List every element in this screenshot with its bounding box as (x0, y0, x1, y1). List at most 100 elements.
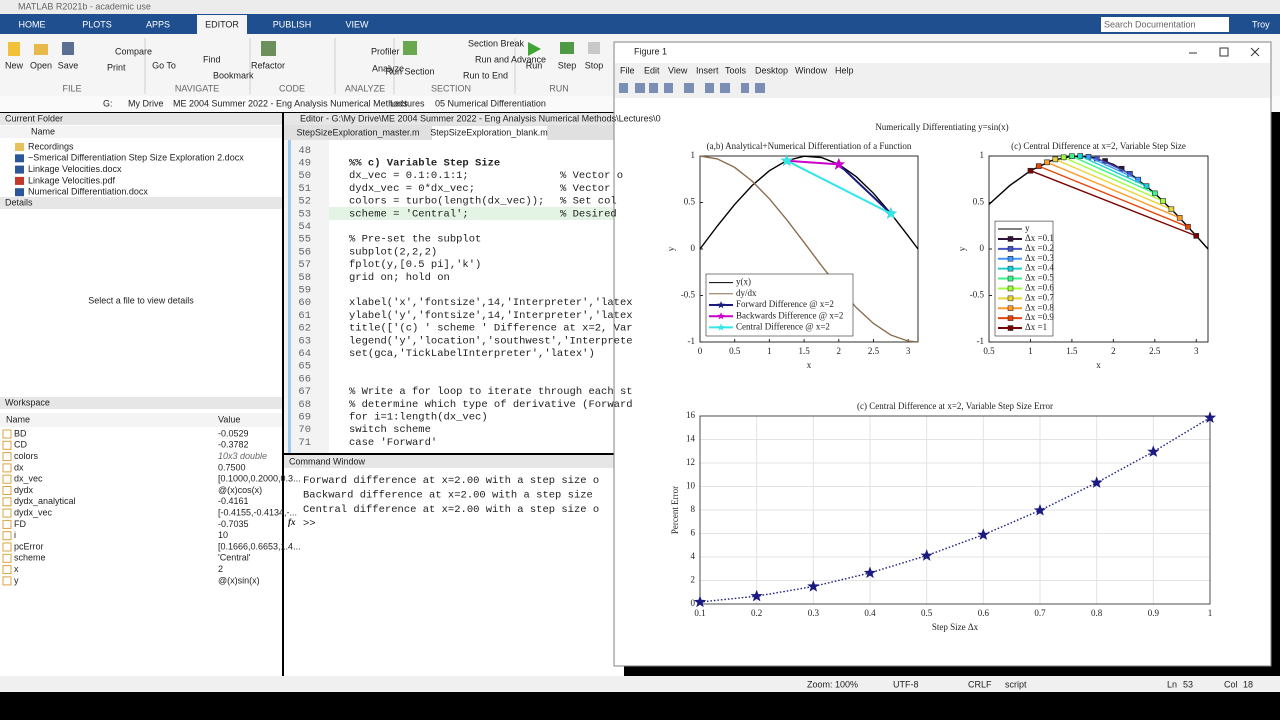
legend-marker (717, 312, 725, 320)
variable-name[interactable]: i (14, 530, 16, 540)
variable-name[interactable]: FD (14, 519, 26, 529)
column-header: Name (6, 414, 30, 424)
toolstrip-button[interactable]: Run (526, 60, 543, 70)
code-line: ylabel('y','fontsize',14,'Interpreter','… (349, 310, 633, 322)
menu-item[interactable]: Tools (725, 65, 747, 75)
editor-tab[interactable]: StepSizeExploration_master.m (296, 127, 419, 137)
variable-name[interactable]: dx_vec (14, 474, 43, 484)
toolstrip-button[interactable]: Go To (152, 60, 176, 70)
window-controls[interactable] (1189, 47, 1260, 57)
code-comment: % Vector (560, 183, 610, 195)
toolstrip-button[interactable]: Profiler (371, 46, 400, 56)
toolstrip-button[interactable]: Run and Advance (475, 54, 546, 64)
file-icon (15, 154, 24, 163)
file-name[interactable]: Linkage Velocities.docx (28, 164, 122, 174)
variable-name[interactable]: dydx (14, 485, 34, 495)
address-segment[interactable]: Lectures (390, 98, 425, 108)
current-folder-header (0, 113, 282, 125)
toolstrip-button[interactable]: New (5, 60, 24, 70)
variable-name[interactable]: dydx_analytical (14, 496, 76, 506)
variable-name[interactable]: x (14, 564, 19, 574)
series-line (1030, 170, 1197, 237)
menu-item[interactable]: File (620, 65, 635, 75)
variable-icon (2, 429, 12, 439)
toolstrip-button[interactable]: Find (203, 54, 221, 64)
variable-name[interactable]: dx (14, 462, 24, 472)
toolstrip-button[interactable]: Section Break (468, 38, 525, 48)
toolstrip-button[interactable]: Compare (115, 46, 152, 56)
variable-name[interactable]: pcError (14, 541, 44, 551)
toolstrip-button[interactable]: Open (30, 60, 52, 70)
menu-item[interactable]: View (668, 65, 688, 75)
x-tick-label: 0.2 (751, 608, 762, 618)
file-name[interactable]: Recordings (28, 141, 74, 151)
status-ln-label: Ln (1167, 679, 1177, 689)
line-number: 62 (298, 323, 311, 335)
status-type: script (1005, 679, 1027, 689)
menu-item[interactable]: Help (835, 65, 854, 75)
panel-title: Details (5, 197, 33, 207)
variable-name[interactable]: scheme (14, 553, 46, 563)
variable-name[interactable]: CD (14, 440, 27, 450)
menu-item[interactable]: Edit (644, 65, 660, 75)
chart-title: (c) Central Difference at x=2, Variable … (1011, 141, 1186, 151)
menu-item[interactable]: Window (795, 65, 828, 75)
code-line: fplot(y,[0.5 pi],'k') (349, 259, 481, 271)
ribbon-tab[interactable]: EDITOR (205, 19, 239, 29)
ribbon-tab[interactable]: VIEW (345, 19, 369, 29)
toolstrip-button[interactable]: Run Section (385, 66, 434, 76)
legend-label: Δx =1 (1025, 322, 1047, 332)
legend-marker (717, 301, 725, 309)
series-line (1088, 156, 1139, 181)
code-line: set(gca,'TickLabelInterpreter','latex') (349, 348, 595, 360)
address-segment[interactable]: G: (103, 98, 113, 108)
toolstrip-button[interactable]: Step (558, 60, 577, 70)
address-segment[interactable]: My Drive (128, 98, 164, 108)
editor-tab[interactable]: StepSizeExploration_blank.m (430, 127, 548, 137)
line-number: 61 (298, 310, 311, 322)
ribbon-tab[interactable]: APPS (146, 19, 170, 29)
command-prompt[interactable]: >> (303, 518, 316, 530)
status-encoding: UTF-8 (893, 679, 919, 689)
variable-name[interactable]: y (14, 575, 19, 585)
line-number: 51 (298, 183, 311, 195)
toolstrip-button[interactable]: Stop (585, 60, 604, 70)
variable-value: [0.1666,0.6653,1.4... (218, 541, 301, 551)
variable-name[interactable]: BD (14, 428, 27, 438)
file-icon (15, 165, 24, 174)
menu-item[interactable]: Insert (696, 65, 719, 75)
legend-label: y(x) (736, 277, 751, 287)
address-segment[interactable]: ME 2004 Summer 2022 - Eng Analysis Numer… (173, 98, 408, 108)
toolstrip-button[interactable]: Print (107, 62, 126, 72)
active-editor-tab[interactable] (432, 126, 547, 140)
variable-icon (2, 519, 12, 529)
legend-label: dy/dx (736, 288, 757, 298)
series-line (1038, 165, 1189, 228)
toolstrip-button[interactable]: Bookmark (213, 70, 254, 80)
address-segment[interactable]: 05 Numerical Differentiation (435, 98, 546, 108)
menu-item[interactable]: Desktop (755, 65, 788, 75)
toolstrip-button[interactable]: Save (58, 60, 79, 70)
x-tick-label: 2 (1111, 346, 1116, 356)
file-name[interactable]: ~Smerical Differentiation Step Size Expl… (28, 153, 244, 163)
search-box[interactable] (1101, 17, 1229, 32)
x-tick-label: 2 (837, 346, 842, 356)
file-name[interactable]: Linkage Velocities.pdf (28, 175, 116, 185)
command-output: Central difference at x=2.00 with a step… (303, 504, 599, 516)
variable-name[interactable]: dydx_vec (14, 507, 53, 517)
series-line (1079, 155, 1147, 187)
toolstrip-button[interactable]: Analyze (372, 63, 404, 73)
toolstrip-button[interactable]: Run to End (463, 70, 508, 80)
file-name[interactable]: Numerical Differentiation.docx (28, 187, 148, 197)
toolstrip-button[interactable]: Refactor (251, 60, 285, 70)
folder-column-header (0, 126, 282, 138)
ribbon-tab[interactable]: HOME (19, 19, 46, 29)
variable-value: @(x)sin(x) (218, 575, 260, 585)
command-output: Forward difference at x=2.00 with a step… (303, 475, 599, 487)
ribbon-tab[interactable]: PLOTS (82, 19, 112, 29)
variable-name[interactable]: colors (14, 451, 39, 461)
ribbon-tab[interactable]: PUBLISH (273, 19, 312, 29)
x-axis-label: x (1096, 360, 1101, 370)
legend-label: Δx =0.7 (1025, 292, 1054, 302)
legend-label: Backwards Difference @ x=2 (736, 310, 843, 320)
